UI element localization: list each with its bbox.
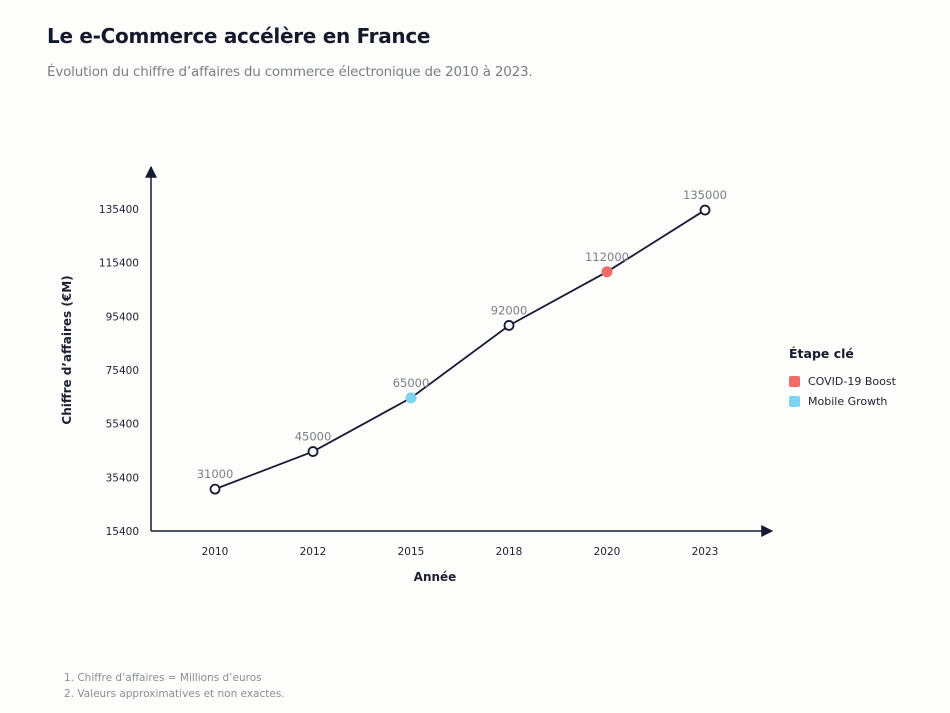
- data-point: [503, 320, 515, 331]
- series-line: [214, 209, 706, 490]
- x-axis-title: Année: [414, 570, 457, 584]
- x-tick-label: 2023: [692, 546, 719, 558]
- data-label: 45000: [295, 430, 332, 444]
- data-label: 31000: [197, 467, 234, 481]
- y-tick-label: 135400: [99, 204, 139, 216]
- x-tick-label: 2020: [594, 546, 621, 558]
- legend-swatch-covid: [789, 375, 800, 387]
- legend-swatch-mobile: [789, 395, 800, 407]
- y-tick-label: 15400: [106, 526, 139, 538]
- legend-label-mobile: Mobile Growth: [808, 394, 888, 408]
- data-label: 65000: [393, 376, 430, 390]
- data-label: 135000: [683, 188, 727, 202]
- legend-item-covid: COVID-19 Boost: [789, 371, 896, 391]
- x-tick-label: 2015: [398, 546, 425, 558]
- data-point: [307, 446, 319, 457]
- data-label: 92000: [491, 303, 528, 317]
- x-tick-label: 2018: [496, 546, 523, 558]
- chart-subtitle: Évolution du chiffre d’affaires du comme…: [47, 64, 533, 80]
- legend: Étape clé COVID-19 Boost Mobile Growth: [789, 346, 896, 411]
- x-tick-label: 2012: [300, 546, 327, 558]
- data-label: 112000: [585, 250, 629, 264]
- data-point: [209, 483, 221, 495]
- data-point: [699, 204, 711, 216]
- footnote-2: 2. Valeurs approximatives et non exactes…: [64, 688, 285, 700]
- highlight-point: [405, 392, 417, 404]
- highlight-point: [601, 266, 613, 278]
- chart-title: Le e-Commerce accélère en France: [47, 24, 431, 48]
- y-tick-label: 115400: [99, 258, 139, 270]
- y-axis-title: Chiffre d’affaires (€M): [60, 275, 74, 424]
- y-tick-label: 95400: [106, 311, 139, 323]
- y-tick-label: 35400: [106, 472, 139, 484]
- footnotes: 1. Chiffre d’affaires = Millions d’euros…: [64, 670, 285, 702]
- footnote-1: 1. Chiffre d’affaires = Millions d’euros: [64, 672, 262, 684]
- legend-item-mobile: Mobile Growth: [789, 391, 896, 411]
- y-tick-label: 55400: [106, 419, 139, 431]
- legend-label-covid: COVID-19 Boost: [808, 374, 896, 388]
- y-tick-label: 75400: [106, 365, 139, 377]
- legend-title: Étape clé: [789, 346, 854, 361]
- x-tick-label: 2010: [202, 546, 229, 558]
